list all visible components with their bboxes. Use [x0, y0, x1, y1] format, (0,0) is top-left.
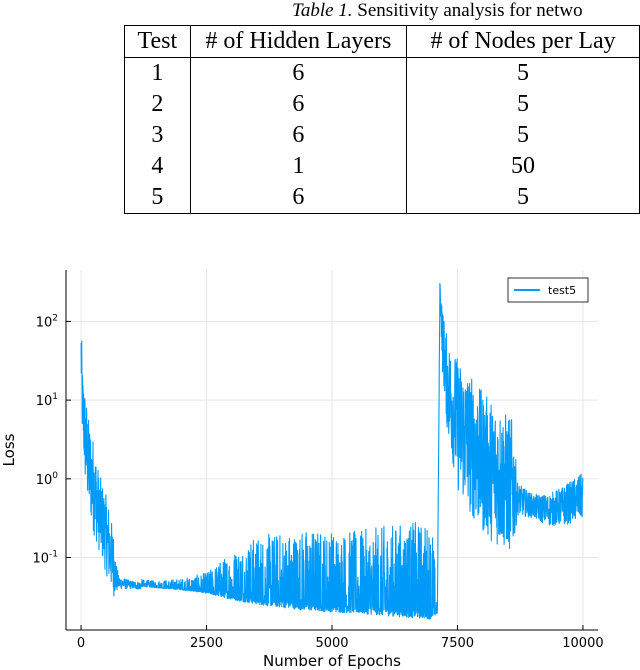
x-tick-label: 2500 [190, 636, 223, 651]
header-test: Test [124, 25, 191, 58]
table-row: 5 6 5 [124, 182, 640, 214]
x-tick-label: 0 [77, 636, 85, 651]
cell-nodes: 5 [406, 57, 640, 89]
cell-test: 5 [124, 182, 191, 214]
y-tick-label: 100 [36, 471, 59, 488]
table-row: 2 6 5 [124, 89, 640, 120]
cell-nodes: 5 [406, 89, 640, 120]
x-tick-label: 5000 [315, 636, 348, 651]
cell-nodes: 5 [406, 120, 640, 151]
table-caption-label: Table 1. [292, 0, 353, 21]
table-row: 3 6 5 [124, 120, 640, 151]
cell-hidden-layers: 6 [189, 120, 408, 151]
cell-nodes: 5 [406, 182, 640, 214]
table-header-row: Test # of Hidden Layers # of Nodes per L… [124, 25, 640, 58]
loss-chart: 0 2500 5000 7500 10000 10-1 100 101 102 Number o… [0, 270, 604, 670]
legend: test5 [507, 277, 589, 303]
header-nodes-per-layer: # of Nodes per Lay [406, 25, 640, 58]
cell-test: 4 [124, 151, 191, 182]
y-tick-label: 10-1 [32, 550, 58, 567]
table-caption-text: Sensitivity analysis for netwo [357, 0, 583, 21]
header-hidden-layers: # of Hidden Layers [189, 25, 408, 58]
x-tick-label: 7500 [441, 636, 474, 651]
y-tick-label: 101 [36, 392, 58, 409]
series-group [80, 282, 584, 620]
legend-entry-test5: test5 [548, 284, 576, 297]
table-caption: Table 1. Sensitivity analysis for netwo [292, 0, 583, 22]
sensitivity-table: Test # of Hidden Layers # of Nodes per L… [124, 25, 640, 214]
axis-ticks: 0 2500 5000 7500 10000 10-1 100 101 102 [32, 313, 603, 651]
y-tick-label: 102 [36, 313, 58, 330]
series-line-test5 [80, 282, 584, 620]
x-tick-label: 10000 [562, 636, 603, 651]
x-axis-label: Number of Epochs [263, 652, 401, 670]
cell-hidden-layers: 1 [189, 151, 408, 182]
cell-test: 3 [124, 120, 191, 151]
cell-hidden-layers: 6 [189, 182, 408, 214]
y-axis-label: Loss [0, 433, 18, 466]
table-row: 4 1 50 [124, 151, 640, 182]
cell-hidden-layers: 6 [189, 57, 408, 89]
cell-test: 2 [124, 89, 191, 120]
cell-test: 1 [124, 57, 191, 89]
cell-nodes: 50 [406, 151, 640, 182]
table-row: 1 6 5 [124, 57, 640, 89]
cell-hidden-layers: 6 [189, 89, 408, 120]
